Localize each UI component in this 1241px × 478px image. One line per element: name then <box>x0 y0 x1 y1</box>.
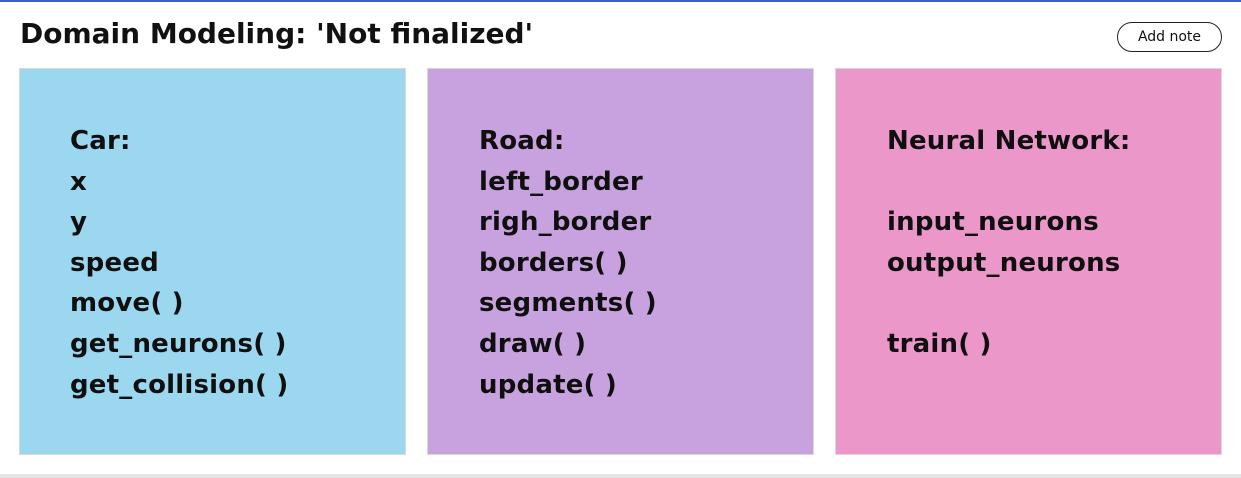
neural-network-attribute: input_neurons <box>887 207 1099 238</box>
bottom-divider <box>0 474 1241 478</box>
car-attribute: y <box>70 207 88 238</box>
top-accent-bar <box>0 0 1241 2</box>
road-attribute: righ_border <box>479 207 652 238</box>
road-attribute: left_border <box>479 166 643 197</box>
road-method: segments( ) <box>479 288 657 319</box>
blank-line <box>887 162 1130 203</box>
car-attribute: speed <box>70 247 159 278</box>
car-method: get_collision( ) <box>70 369 289 400</box>
road-card-title: Road: <box>479 126 565 156</box>
neural-network-card: Neural Network: input_neurons output_neu… <box>835 68 1222 455</box>
neural-network-attribute: output_neurons <box>887 247 1121 278</box>
car-card-title: Car: <box>70 126 131 156</box>
neural-network-card-title: Neural Network: <box>887 126 1131 156</box>
blank-line <box>887 283 1130 324</box>
neural-network-method: train( ) <box>887 328 992 359</box>
car-card-list: Car: x y speed move( ) get_neurons( ) ge… <box>70 121 288 405</box>
neural-network-card-list: Neural Network: input_neurons output_neu… <box>887 121 1130 365</box>
add-note-button[interactable]: Add note <box>1117 22 1222 52</box>
car-method: get_neurons( ) <box>70 328 287 359</box>
car-card: Car: x y speed move( ) get_neurons( ) ge… <box>19 68 406 455</box>
road-method: borders( ) <box>479 247 628 278</box>
road-method: update( ) <box>479 369 617 400</box>
car-method: move( ) <box>70 288 184 319</box>
road-method: draw( ) <box>479 328 587 359</box>
road-card: Road: left_border righ_border borders( )… <box>427 68 814 455</box>
page-title: Domain Modeling: 'Not finalized' <box>20 17 534 50</box>
road-card-list: Road: left_border righ_border borders( )… <box>479 121 657 405</box>
car-attribute: x <box>70 166 87 197</box>
